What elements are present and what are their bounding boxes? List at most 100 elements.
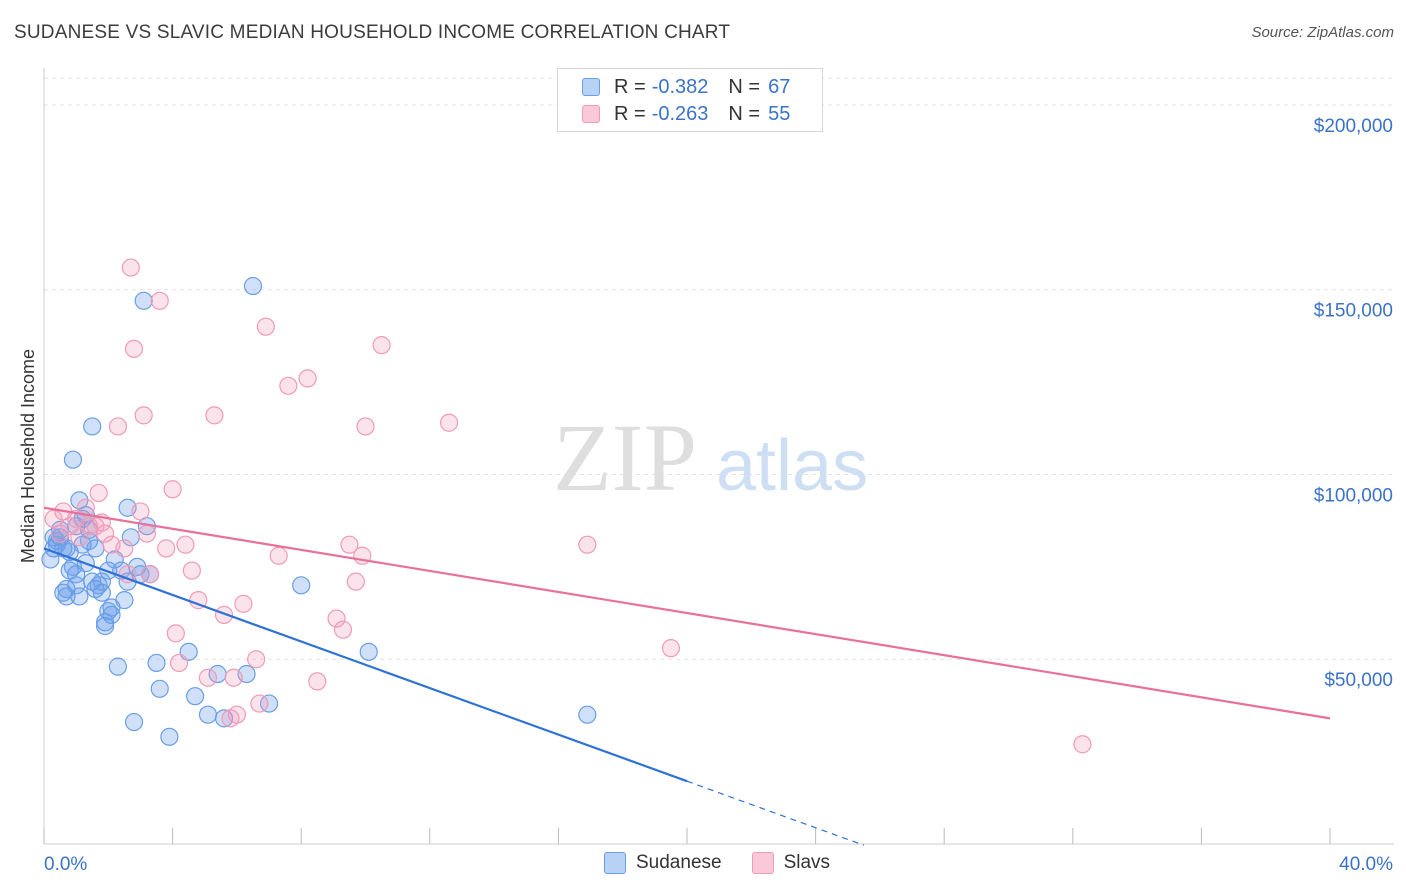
grid-lines xyxy=(44,77,1394,660)
sudanese-point xyxy=(259,694,279,713)
slavs-point xyxy=(121,258,140,277)
slavs-point xyxy=(137,524,156,543)
slavs-point xyxy=(176,535,195,554)
slavs-point xyxy=(327,609,346,628)
slavs-point xyxy=(224,668,243,687)
x-tick-label-max: 40.0% xyxy=(1339,854,1393,875)
bottom-legend-label-slavs: Slavs xyxy=(783,852,831,873)
slavs-point xyxy=(356,417,375,436)
slavs-point xyxy=(157,539,176,558)
sudanese-point xyxy=(92,572,111,591)
y-tick-label: $50,000 xyxy=(1324,670,1393,691)
y-axis-label: Median Household Income xyxy=(18,349,38,563)
legend-row-slavs: R = -0.263 N = 55 xyxy=(582,101,790,127)
slavs-point xyxy=(250,694,269,713)
bottom-legend-sudanese: Sudanese xyxy=(604,852,722,874)
sudanese-point xyxy=(578,705,597,724)
slavs-point xyxy=(372,336,391,355)
legend-n-value: 67 xyxy=(768,75,791,98)
slavs-point xyxy=(108,417,128,436)
legend-r-value: -0.382 xyxy=(651,75,709,98)
bottom-legend-label-sudanese: Sudanese xyxy=(636,852,722,873)
legend-box: R = -0.382 N = 67 R = -0.263 N = 55 xyxy=(557,68,823,132)
sudanese-point xyxy=(147,653,166,673)
sudanese-point xyxy=(108,657,128,676)
slavs-point xyxy=(134,406,153,425)
slavs-point xyxy=(124,339,144,358)
sudanese-point xyxy=(115,591,134,610)
slavs-point xyxy=(169,653,189,673)
sudanese-point xyxy=(86,539,105,558)
slavs-point xyxy=(661,639,681,658)
slavs-trend-line xyxy=(43,506,1331,720)
y-tick-label: $150,000 xyxy=(1314,301,1393,322)
sudanese-points xyxy=(41,276,597,746)
legend-n-value: 55 xyxy=(768,102,791,125)
slavs-point xyxy=(247,650,266,669)
legend-row-sudanese: R = -0.382 N = 67 xyxy=(582,74,790,100)
trend-lines xyxy=(43,506,1331,846)
slavs-point xyxy=(298,369,317,388)
sudanese-point xyxy=(70,587,89,606)
slavs-point xyxy=(308,672,327,691)
slavs-point xyxy=(227,705,246,724)
slavs-point xyxy=(166,624,185,643)
sudanese-point xyxy=(243,276,263,296)
watermark-atlas: atlas xyxy=(716,426,868,506)
slavs-point xyxy=(198,668,218,687)
sudanese-point xyxy=(292,576,311,595)
sudanese-point xyxy=(186,687,205,706)
sudanese-point xyxy=(134,291,153,310)
chart-title: SUDANESE VS SLAVIC MEDIAN HOUSEHOLD INCO… xyxy=(14,22,731,43)
y-tick-label: $100,000 xyxy=(1314,485,1393,506)
sudanese-point xyxy=(359,642,378,661)
slavs-point xyxy=(182,561,201,580)
sudanese-point xyxy=(63,450,83,469)
slavs-point xyxy=(234,594,253,613)
slavs-points xyxy=(44,258,1092,754)
sudanese-point xyxy=(102,605,121,624)
legend-n-label: N = xyxy=(728,75,761,98)
sudanese-point xyxy=(83,417,102,436)
watermark-zip: ZIP xyxy=(553,404,697,511)
slavs-point xyxy=(1073,735,1092,754)
y-tick-label: $200,000 xyxy=(1314,116,1393,137)
slavs-point xyxy=(279,376,298,395)
sudanese-trend-extension xyxy=(686,780,865,846)
sudanese-trend-line xyxy=(43,547,688,783)
sudanese-point xyxy=(160,727,179,746)
bottom-legend-swatch-slavs xyxy=(751,852,774,874)
legend-swatch-slavs xyxy=(582,105,600,123)
x-tick-label-min: 0.0% xyxy=(44,854,87,875)
sudanese-point xyxy=(150,679,169,698)
slavs-point xyxy=(346,572,365,591)
sudanese-point xyxy=(198,705,218,724)
slavs-point xyxy=(76,498,95,517)
slavs-point xyxy=(256,317,275,336)
slavs-point xyxy=(115,539,134,558)
sudanese-point xyxy=(67,565,86,584)
legend-r-value: -0.263 xyxy=(651,102,709,125)
legend-n-label: N = xyxy=(728,102,761,125)
axes xyxy=(43,68,1394,845)
slavs-point xyxy=(205,406,224,425)
bottom-legend-swatch-sudanese xyxy=(604,852,626,874)
slavs-point xyxy=(439,413,459,432)
axis-labels: $50,000 $100,000 $150,000 $200,000 0.0% 40.0%… xyxy=(18,116,1393,875)
slavs-point xyxy=(214,605,234,624)
slavs-point xyxy=(150,291,169,310)
bottom-legend-slavs: Slavs xyxy=(751,852,831,874)
slavs-point xyxy=(333,620,353,639)
slavs-point xyxy=(163,480,182,499)
legend-r-label: R = xyxy=(614,102,646,125)
legend-swatch-sudanese xyxy=(582,78,600,96)
slavs-point xyxy=(95,524,115,543)
slavs-point xyxy=(269,546,288,565)
slavs-point xyxy=(118,565,137,584)
slavs-point xyxy=(340,535,359,554)
slavs-point xyxy=(578,535,597,554)
sudanese-point xyxy=(124,712,144,732)
legend-r-label: R = xyxy=(614,75,646,98)
slavs-point xyxy=(89,483,108,503)
